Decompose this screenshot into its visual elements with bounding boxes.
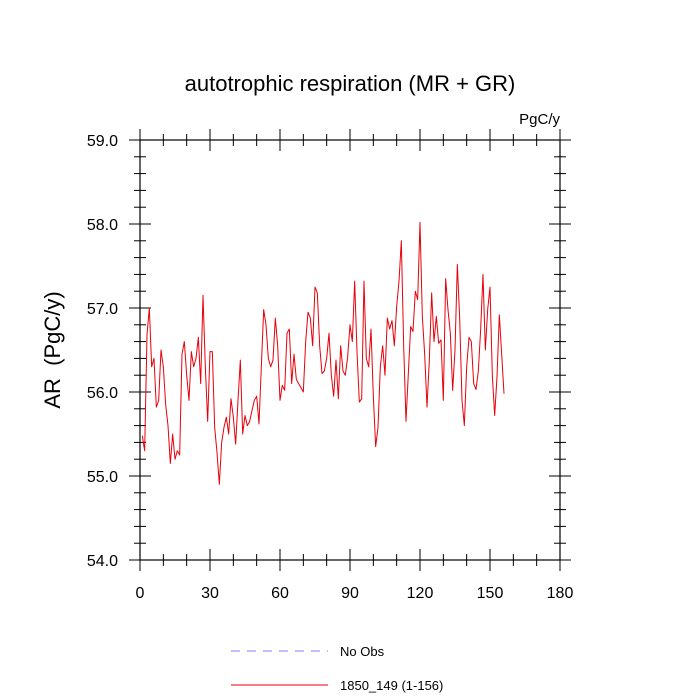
x-tick-label: 120 bbox=[407, 585, 434, 602]
legend-label: No Obs bbox=[340, 644, 385, 659]
y-tick-label: 58.0 bbox=[87, 217, 118, 234]
x-tick-label: 60 bbox=[271, 585, 289, 602]
y-tick-label: 56.0 bbox=[87, 385, 118, 402]
y-axis-label: AR (PgC/y) bbox=[40, 291, 65, 408]
tick-labels: 0 30 60 90 120 150 180 54.0 55.0 56.0 57.0 58.0 59.0 bbox=[87, 133, 574, 602]
y-tick-label: 55.0 bbox=[87, 469, 118, 486]
y-tick-label: 59.0 bbox=[87, 133, 118, 150]
series-line bbox=[141, 221, 505, 485]
data-series bbox=[141, 221, 505, 485]
y-tick-label: 54.0 bbox=[87, 553, 118, 570]
units-label: PgC/y bbox=[519, 111, 560, 128]
plot-frame bbox=[139, 139, 561, 561]
x-tick-label: 0 bbox=[136, 585, 145, 602]
chart-title: autotrophic respiration (MR + GR) bbox=[185, 71, 516, 96]
axis-ticks bbox=[129, 129, 571, 571]
x-tick-label: 90 bbox=[341, 585, 359, 602]
x-tick-label: 30 bbox=[201, 585, 219, 602]
y-tick-label: 57.0 bbox=[87, 301, 118, 318]
legend-label: 1850_149 (1-156) bbox=[340, 678, 443, 693]
x-tick-label: 150 bbox=[477, 585, 504, 602]
legend: No Obs 1850_149 (1-156) bbox=[231, 644, 443, 693]
x-tick-label: 180 bbox=[547, 585, 574, 602]
